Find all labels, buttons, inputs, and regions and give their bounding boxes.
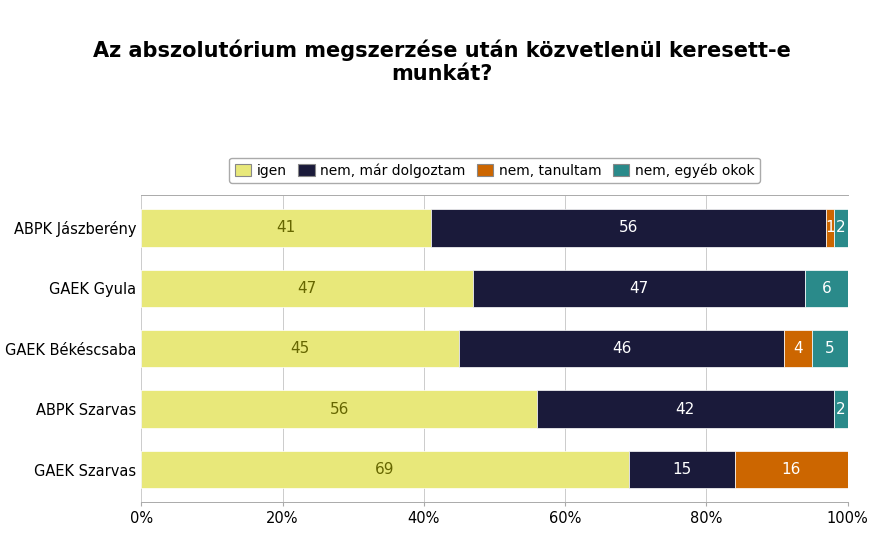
Bar <box>141 330 459 368</box>
Bar <box>735 451 848 488</box>
Legend: igen, nem, már dolgoztam, nem, tanultam, nem, egyéb okok: igen, nem, már dolgoztam, nem, tanultam,… <box>229 157 760 183</box>
Text: 69: 69 <box>375 462 395 477</box>
Text: 47: 47 <box>298 281 317 296</box>
Text: 42: 42 <box>675 402 695 417</box>
Text: 56: 56 <box>329 402 349 417</box>
Text: 47: 47 <box>630 281 649 296</box>
Bar <box>473 270 805 307</box>
Bar <box>629 451 735 488</box>
Text: 2: 2 <box>836 402 845 417</box>
Text: 4: 4 <box>794 341 803 356</box>
Text: 5: 5 <box>826 341 834 356</box>
Bar <box>537 391 834 428</box>
Bar <box>834 209 848 247</box>
Bar <box>812 330 848 368</box>
Text: 2: 2 <box>836 220 845 235</box>
Bar <box>459 330 784 368</box>
Text: 45: 45 <box>291 341 310 356</box>
Bar <box>805 270 848 307</box>
Text: 6: 6 <box>821 281 832 296</box>
Bar <box>784 330 812 368</box>
Bar <box>141 451 629 488</box>
Bar <box>141 391 537 428</box>
Text: 1: 1 <box>826 220 834 235</box>
Text: 46: 46 <box>612 341 631 356</box>
Bar <box>141 209 431 247</box>
Text: Az abszolutórium megszerzése után közvetlenül keresett-e
munkát?: Az abszolutórium megszerzése után közvet… <box>93 39 790 84</box>
Text: 41: 41 <box>276 220 296 235</box>
Text: 56: 56 <box>619 220 638 235</box>
Text: 15: 15 <box>672 462 691 477</box>
Bar <box>826 209 834 247</box>
Bar <box>834 391 848 428</box>
Bar <box>431 209 826 247</box>
Bar <box>141 270 473 307</box>
Text: 16: 16 <box>781 462 801 477</box>
